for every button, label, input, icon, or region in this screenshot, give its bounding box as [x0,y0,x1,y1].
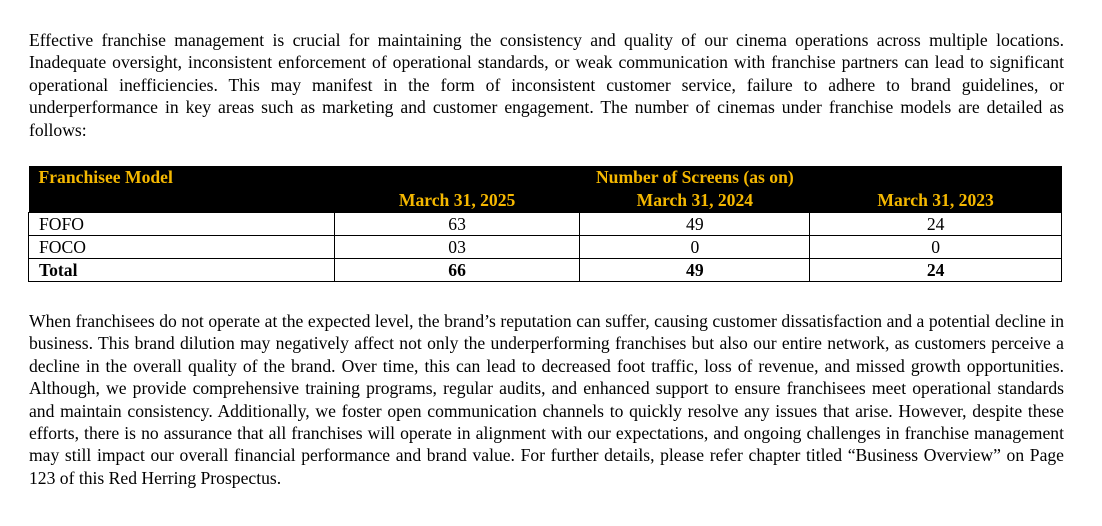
cell: 0 [579,235,811,259]
row-label: FOFO [28,212,335,236]
table-row: FOCO 03 0 0 [28,235,1062,259]
intro-paragraph: Effective franchise management is crucia… [29,30,1064,140]
header-col-2024: March 31, 2024 [579,189,810,213]
row-label: FOCO [28,235,335,259]
cell: 24 [809,212,1062,236]
risk-paragraph: When franchisees do not operate at the e… [29,311,1064,488]
header-col-2023: March 31, 2023 [809,189,1062,213]
cell: 66 [333,258,581,282]
cell: 03 [333,235,581,259]
franchise-screens-table: Franchisee Model Number of Screens (as o… [28,166,1062,282]
cell: 49 [579,212,811,236]
cell: 63 [333,212,581,236]
cell: 24 [809,258,1062,282]
header-number-of-screens: Number of Screens (as on) [579,166,810,189]
row-label: Total [28,258,335,282]
table-row: FOFO 63 49 24 [28,212,1062,236]
cell: 0 [809,235,1062,259]
header-col-2025: March 31, 2025 [334,189,580,213]
header-franchisee-model: Franchisee Model [28,166,335,213]
table-header-row-2: March 31, 2025 March 31, 2024 March 31, … [29,189,1062,213]
table-row-total: Total 66 49 24 [28,258,1062,282]
table-header-row-1: Franchisee Model Number of Screens (as o… [28,166,1062,213]
cell: 49 [579,258,811,282]
